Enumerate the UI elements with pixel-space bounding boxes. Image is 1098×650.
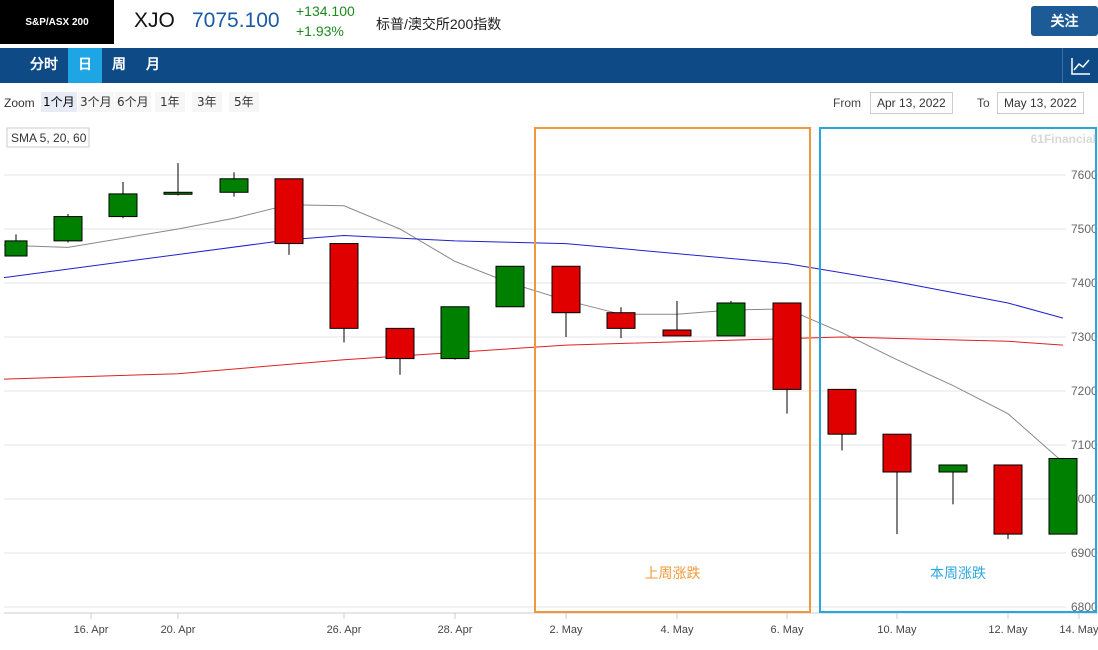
y-tick-label: 7500 xyxy=(1071,222,1098,236)
x-tick-label: 2. May xyxy=(549,624,583,636)
sma-line xyxy=(3,204,1064,463)
y-axis-labels: 6800 6900 7000 7100 7200 7300 7400 7500 7600 xyxy=(1071,168,1098,614)
x-tick-label: 20. Apr xyxy=(161,624,196,636)
candle-body xyxy=(53,216,83,242)
x-tick-label: 28. Apr xyxy=(438,624,473,636)
line-chart-icon xyxy=(1071,57,1090,75)
zoom-label: Zoom xyxy=(4,96,35,110)
y-tick-label: 6800 xyxy=(1071,600,1098,614)
index-badge: S&P/ASX 200 xyxy=(0,0,114,44)
tab-weekly[interactable]: 周 xyxy=(112,57,126,73)
sma-lines xyxy=(3,204,1064,463)
y-tick-label: 7200 xyxy=(1071,384,1098,398)
y-tick-label: 7300 xyxy=(1071,330,1098,344)
watermark: 61Financial xyxy=(1031,132,1096,146)
x-tick-label: 6. May xyxy=(770,624,804,636)
zoom-5y-button[interactable]: 5年 xyxy=(229,92,259,112)
header-bar: S&P/ASX 200 XJO 7075.100 +134.100 +1.93%… xyxy=(0,0,1098,44)
sma-line xyxy=(3,234,1064,319)
candle-body xyxy=(329,243,359,329)
y-tick-label: 7100 xyxy=(1071,438,1098,452)
zoom-1m-button[interactable]: 1个月 xyxy=(41,92,77,112)
candle-body xyxy=(385,327,415,360)
candle-body xyxy=(274,178,304,245)
week-label: 本周涨跌 xyxy=(930,566,986,582)
from-label: From xyxy=(833,96,861,110)
tab-monthly[interactable]: 月 xyxy=(146,57,160,73)
candle-body xyxy=(662,329,692,337)
zoom-3y-button[interactable]: 3年 xyxy=(192,92,222,112)
follow-button[interactable]: 关注 xyxy=(1031,6,1098,36)
y-tick-label: 7400 xyxy=(1071,276,1098,290)
candle-body xyxy=(606,312,636,329)
candles xyxy=(4,163,1078,539)
x-tick-label: 4. May xyxy=(660,624,694,636)
candle-body xyxy=(772,302,802,390)
period-tab-bar: 分时 日 周 月 xyxy=(0,48,1098,83)
candle-body xyxy=(440,306,470,360)
x-tick-label: 12. May xyxy=(988,624,1028,636)
y-tick-label: 6900 xyxy=(1071,546,1098,560)
candle-body xyxy=(993,464,1023,535)
chart-type-icon[interactable] xyxy=(1062,48,1098,83)
candle-body xyxy=(827,388,857,435)
candle-body xyxy=(882,433,912,473)
week-label: 上周涨跌 xyxy=(645,566,701,582)
x-axis-ticks: 16. Apr 20. Apr 26. Apr 28. Apr 2. May 4. May… xyxy=(74,613,1098,636)
week-box xyxy=(819,127,1097,613)
week-annotations: 上周涨跌 本周涨跌 xyxy=(534,127,1097,613)
candle-body xyxy=(4,240,28,257)
x-tick-label: 10. May xyxy=(877,624,917,636)
candle-body xyxy=(219,178,249,193)
week-box xyxy=(534,127,811,613)
sma-line xyxy=(3,336,1064,380)
indicator-label: SMA 5, 20, 60 xyxy=(11,131,87,145)
y-tick-label: 7600 xyxy=(1071,168,1098,182)
candle-body xyxy=(495,265,525,308)
candle-body xyxy=(108,193,138,218)
zoom-3m-button[interactable]: 3个月 xyxy=(78,92,114,112)
x-tick-label: 14. May xyxy=(1059,624,1098,636)
x-tick-label: 26. Apr xyxy=(327,624,362,636)
symbol-code: XJO xyxy=(134,9,175,32)
candle-body xyxy=(938,464,968,473)
from-date-input[interactable]: Apr 13, 2022 xyxy=(870,92,953,114)
candle-body xyxy=(551,265,581,314)
tab-intraday[interactable]: 分时 xyxy=(30,57,58,73)
last-price: 7075.100 xyxy=(192,9,280,32)
candle-body xyxy=(1048,458,1078,535)
index-name: 标普/澳交所200指数 xyxy=(376,16,502,32)
to-label: To xyxy=(977,96,990,110)
tab-daily[interactable]: 日 xyxy=(68,48,102,83)
zoom-toolbar: Zoom 1个月 3个月 6个月 1年 3年 5年 From Apr 13, 2… xyxy=(0,90,1098,116)
to-date-input[interactable]: May 13, 2022 xyxy=(997,92,1084,114)
zoom-6m-button[interactable]: 6个月 xyxy=(115,92,151,112)
x-tick-label: 16. Apr xyxy=(74,624,109,636)
y-tick-label: 7000 xyxy=(1071,492,1098,506)
price-change: +134.100 xyxy=(296,3,355,19)
indicator-box xyxy=(6,127,90,148)
candle-body xyxy=(163,191,193,195)
price-change-percent: +1.93% xyxy=(296,23,344,39)
zoom-1y-button[interactable]: 1年 xyxy=(155,92,185,112)
candle-body xyxy=(716,302,746,337)
